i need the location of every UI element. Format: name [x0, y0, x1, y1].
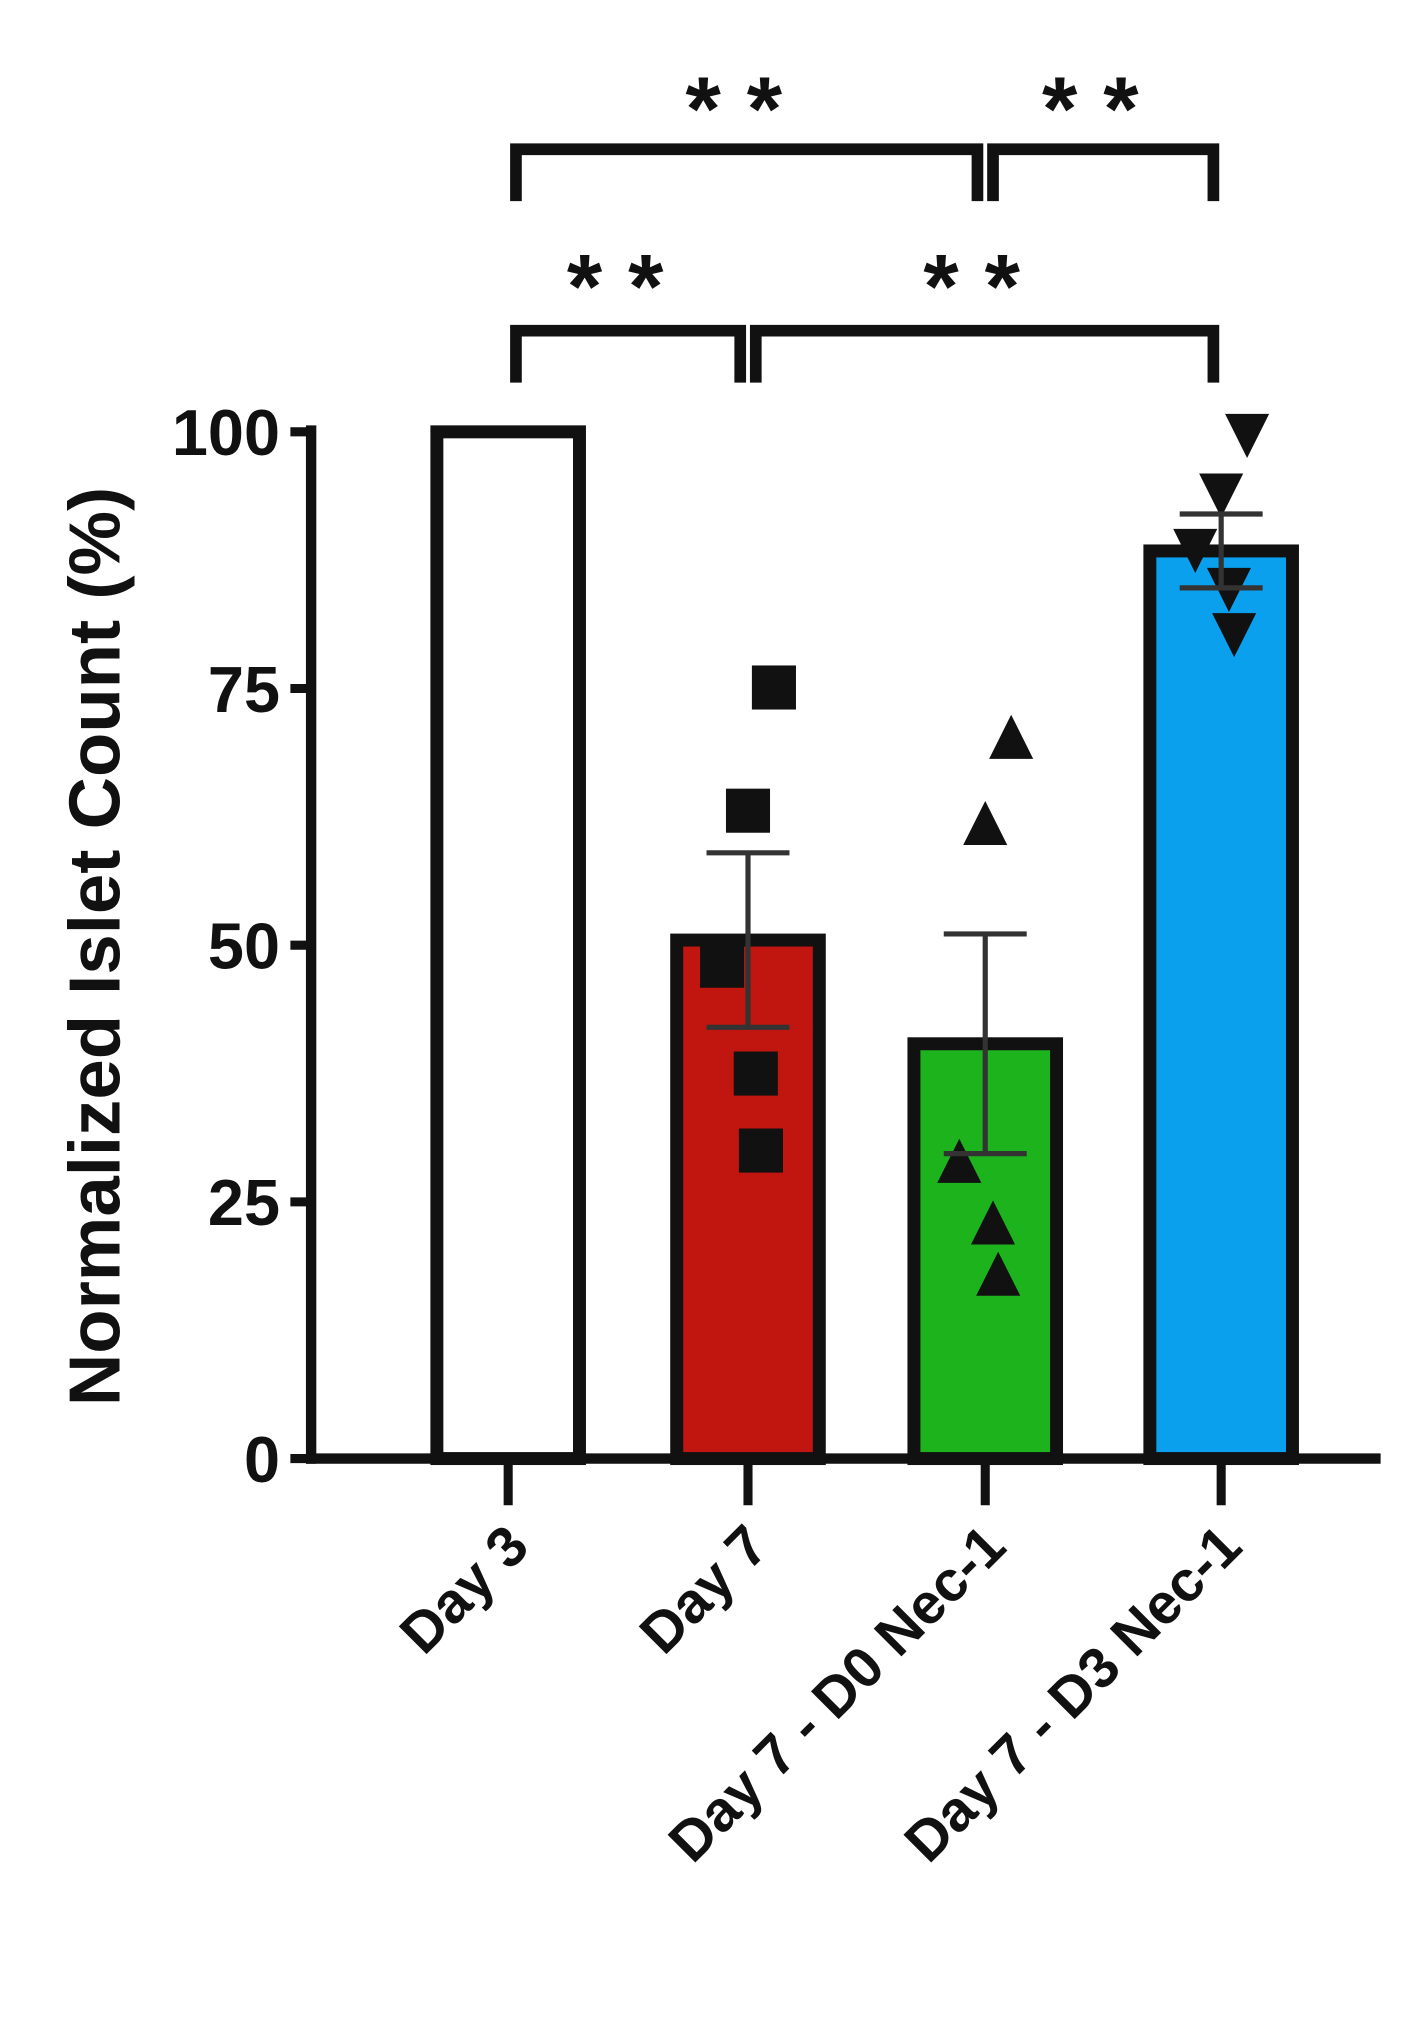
significance-bracket [749, 324, 1220, 383]
significance-label: ** [1042, 59, 1164, 160]
y-tick-label: 75 [208, 653, 280, 726]
bar [430, 425, 586, 1466]
bar [1143, 544, 1299, 1466]
significance-label: ** [567, 237, 689, 338]
y-tick-label: 25 [208, 1166, 280, 1239]
y-axis-title: Normalized Islet Count (%) [54, 487, 135, 1406]
data-point [1225, 413, 1270, 458]
data-point [976, 1251, 1021, 1296]
data-point [1199, 473, 1244, 518]
data-point [700, 943, 745, 988]
x-tick-label: Day 7 [628, 1513, 781, 1666]
significance-bracket [510, 324, 747, 383]
y-tick-label: 0 [244, 1423, 280, 1496]
data-point [970, 1200, 1016, 1245]
data-point [738, 1128, 784, 1173]
data-point [1212, 613, 1257, 658]
x-tick-label: Day 3 [388, 1513, 541, 1666]
data-point [725, 788, 771, 833]
data-point [937, 1138, 982, 1183]
data-point [989, 714, 1034, 759]
data-point [963, 800, 1008, 846]
significance-label: ** [685, 59, 807, 160]
significance-bracket [510, 143, 984, 202]
y-tick-label: 50 [208, 910, 280, 983]
data-point [751, 665, 796, 710]
y-tick-label: 100 [172, 396, 280, 469]
data-point [733, 1051, 778, 1096]
significance-label: ** [923, 237, 1045, 338]
significance-bracket [987, 143, 1220, 202]
data-point [1173, 528, 1218, 573]
